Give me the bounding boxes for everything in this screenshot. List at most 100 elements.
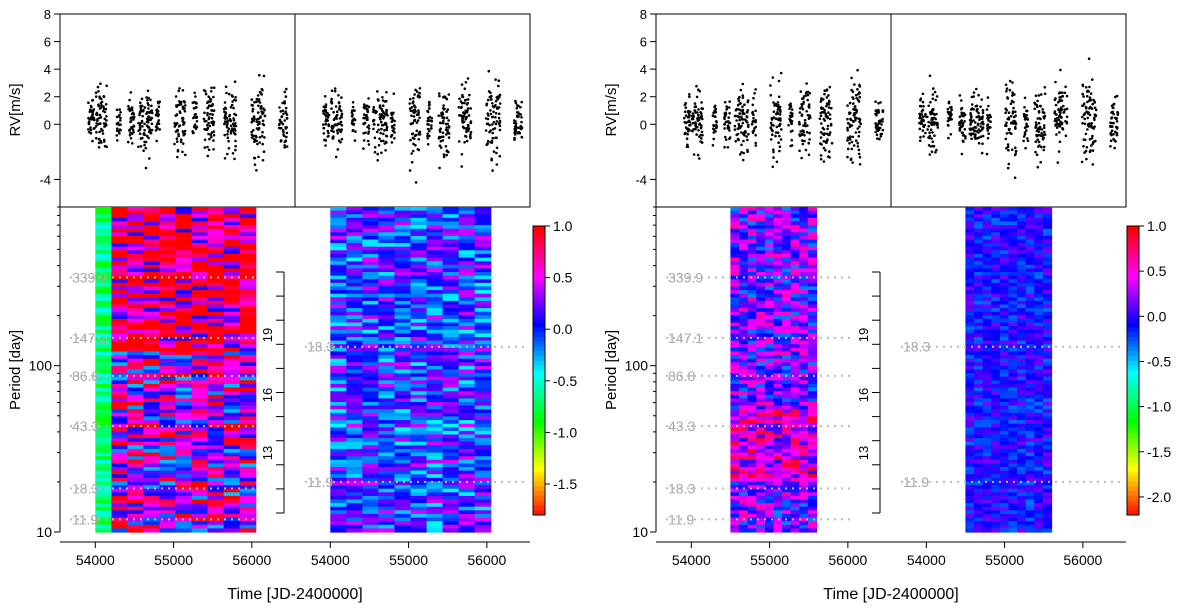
heatmap-cell [127,362,144,367]
rv-point [1080,160,1084,164]
heatmap-cell [426,467,444,472]
rv-point [489,129,493,132]
heatmap-cell [143,463,160,468]
rv-point [881,110,885,114]
heatmap-cell [111,333,128,338]
rv-point [741,94,745,97]
heatmap-cell [223,358,241,363]
heatmap-cell [730,318,740,324]
rv-point [929,128,933,131]
rv-point [279,120,282,124]
rv-point [1063,91,1067,95]
heatmap-cell [426,528,444,533]
heatmap-cell [458,434,476,439]
heatmap-cell [756,264,766,269]
heatmap-cell [747,243,757,248]
rv-point [223,157,227,160]
heatmap-cell [239,405,257,410]
rv-point [284,126,287,129]
rv-point [808,91,812,95]
heatmap-cell [410,430,428,436]
rv-point [1112,106,1115,110]
rv-point [1007,111,1011,114]
heatmap-cell [474,369,492,374]
heatmap-cell [175,286,193,291]
rv-point [194,95,197,98]
rv-point [778,134,781,138]
heatmap-cell [394,232,412,237]
heatmap-cell [458,391,476,396]
heatmap-cell [474,488,492,493]
heatmap-cell [739,347,749,352]
rv-point [139,145,143,148]
rv-point [694,105,698,109]
rv-point [143,140,146,144]
heatmap-cell [191,441,209,446]
heatmap-cell [330,308,347,313]
rv-point [961,123,964,127]
rv-point [927,104,930,108]
heatmap-cell [378,402,395,407]
heatmap-cell [330,275,347,280]
rv-point [1034,102,1037,106]
heatmap-cell [458,253,476,259]
heatmap-cell [362,470,379,475]
rv-point [281,129,285,132]
rv-point [116,122,120,125]
heatmap-cell [330,423,347,428]
rv-point [254,134,258,138]
heatmap-cell [127,221,144,226]
rv-point [415,113,419,116]
rv-point [285,131,289,135]
heatmap-cell [191,362,209,367]
heatmap-cell [442,340,460,345]
time-tick-label: 54000 [311,552,350,568]
period-marker-label: 18.3 [72,480,99,496]
heatmap-cell [362,347,379,352]
rv-point [1009,115,1013,118]
rv-point [930,116,934,120]
rv-point [184,104,187,107]
rv-point [800,113,804,116]
rv-point [367,105,371,109]
heatmap-cell [127,423,144,428]
rv-point [987,116,990,120]
heatmap-cell [773,329,783,334]
heatmap-cell [410,347,428,352]
heatmap-cell [739,333,749,338]
heatmap-cell [362,344,379,349]
heatmap-cell [394,322,412,327]
rv-point [741,121,745,125]
heatmap-cell [111,387,128,392]
heatmap-cell [111,499,128,504]
heatmap-cell [410,286,428,291]
rv-point [693,109,696,112]
heatmap-cell [239,467,257,472]
heatmap-cell [747,492,757,497]
rv-point [116,127,119,130]
heatmap-cell [207,438,225,443]
period-marker-label: 11.9 [307,474,333,490]
rv-point [444,145,448,148]
heatmap-cell [442,495,460,501]
heatmap-cell [143,402,160,407]
rv-point [1089,124,1093,127]
heatmap-cell [207,207,225,212]
rv-point [1038,125,1042,129]
heatmap-cell [730,268,740,273]
heatmap-cell [730,365,740,371]
heatmap-cell [175,257,193,262]
heatmap-cell [378,503,395,508]
heatmap-cell [239,452,257,457]
rv-point [846,136,850,140]
rv-point [118,108,121,111]
heatmap-cell [207,282,225,287]
rv-point [469,130,473,134]
rv-point [223,110,226,113]
heatmap-cell [111,358,128,363]
heatmap-cell [378,430,395,436]
heatmap-cell [127,416,144,421]
heatmap-cell [378,492,395,497]
rv-point [974,121,977,124]
rv-point [827,94,830,97]
